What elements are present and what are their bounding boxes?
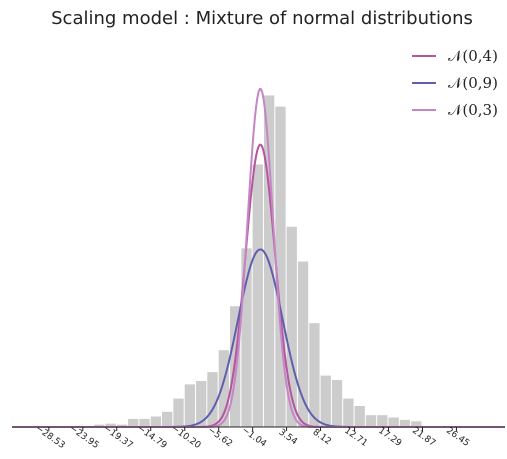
histogram-bar <box>365 415 377 427</box>
x-tick-label: 3.54 <box>277 428 299 448</box>
histogram-bar <box>116 424 128 427</box>
legend-label-1: 𝒩(0,4) <box>448 47 498 65</box>
x-tick-label: 26.45 <box>444 426 471 449</box>
histogram-bar <box>377 415 388 427</box>
histogram-bar <box>128 418 139 427</box>
legend-label-2: 𝒩(0,9) <box>448 74 498 92</box>
histogram-bar <box>184 384 196 427</box>
histogram-bar <box>354 406 365 427</box>
histogram-bar <box>411 421 422 427</box>
histogram-bar <box>139 418 150 427</box>
x-tick-label: −1.04 <box>240 425 269 449</box>
x-tick-label: 8.12 <box>311 428 333 448</box>
histogram-bar <box>275 106 286 428</box>
histogram-bar <box>286 226 297 427</box>
histogram-bar <box>388 417 399 427</box>
histogram-bar <box>218 350 229 427</box>
histogram-bar <box>297 261 309 427</box>
histogram-bar <box>241 248 252 427</box>
histogram-bar <box>196 380 207 427</box>
histogram-bar <box>399 419 411 427</box>
histogram-bar <box>309 323 320 427</box>
histogram-bar <box>105 423 116 427</box>
histogram-bar <box>150 416 162 427</box>
histogram-bar <box>207 372 218 427</box>
legend: 𝒩(0,4) 𝒩(0,9) 𝒩(0,3) <box>412 47 498 119</box>
histogram-bar <box>173 398 184 427</box>
histogram-bar <box>343 398 354 427</box>
legend-label-3: 𝒩(0,3) <box>448 101 498 119</box>
histogram-bar <box>94 424 105 427</box>
x-tick-label: −5.62 <box>206 425 234 449</box>
histogram-bar <box>331 379 343 427</box>
histogram-bar <box>252 164 263 427</box>
histogram-bar <box>320 375 331 427</box>
x-tick-label: 17.29 <box>376 426 403 449</box>
chart-title: Scaling model : Mixture of normal distri… <box>51 8 473 29</box>
x-tick-label: 21.87 <box>410 426 437 449</box>
histogram-bars <box>94 95 422 428</box>
histogram-bar <box>162 411 173 427</box>
x-tick-label: 12.71 <box>342 426 369 449</box>
